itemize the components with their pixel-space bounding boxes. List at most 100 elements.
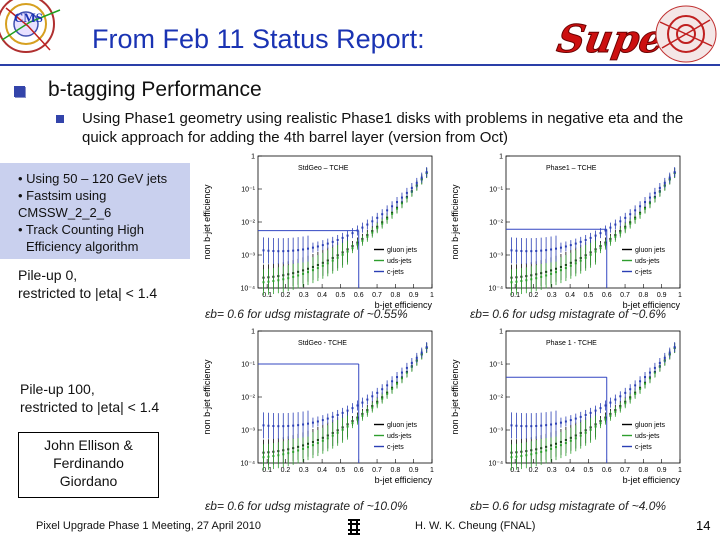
- uds-curve-point: [579, 259, 582, 262]
- uds-curve-point: [634, 392, 637, 395]
- y-tick-label: 10⁻¹: [241, 187, 255, 194]
- c-curve-point: [569, 419, 572, 422]
- uds-curve-point: [525, 454, 528, 457]
- c-curve-point: [663, 181, 666, 184]
- x-tick-label: 0.6: [602, 467, 612, 474]
- legend-entry: c-jets: [387, 444, 404, 451]
- uds-curve-point: [396, 207, 399, 210]
- x-tick-label: 0.2: [281, 467, 291, 474]
- uds-curve-point: [371, 406, 374, 409]
- c-curve-point: [584, 238, 587, 241]
- c-curve-point: [604, 404, 607, 407]
- c-curve-point: [371, 395, 374, 398]
- c-curve-point: [272, 425, 275, 428]
- uds-curve-point: [545, 274, 548, 277]
- c-curve-point: [520, 425, 523, 428]
- x-tick-label: 0.2: [529, 292, 539, 299]
- footer-meeting: Pixel Upgrade Phase 1 Meeting, 27 April …: [36, 520, 262, 532]
- uds-curve-point: [515, 280, 518, 283]
- page-number: 14: [696, 518, 711, 533]
- c-curve-point: [351, 232, 354, 235]
- fermilab-logo-icon: [348, 519, 360, 535]
- c-curve-point: [564, 420, 567, 423]
- x-tick-label: 0.8: [391, 292, 401, 299]
- uds-curve-point: [545, 449, 548, 452]
- uds-curve-point: [525, 279, 528, 282]
- uds-curve-point: [614, 410, 617, 413]
- uds-curve-point: [316, 442, 319, 445]
- uds-curve-point: [559, 269, 562, 272]
- uds-curve-point: [272, 280, 275, 283]
- c-curve-point: [311, 421, 314, 424]
- uds-curve-point: [535, 452, 538, 455]
- uds-curve-point: [307, 446, 310, 449]
- x-axis-label: b-jet efficiency: [623, 300, 681, 310]
- uds-curve-point: [619, 406, 622, 409]
- x-tick-label: 0.8: [639, 467, 649, 474]
- x-tick-label: 0.5: [336, 467, 346, 474]
- uds-curve-point: [609, 239, 612, 242]
- legend-entry: gluon jets: [387, 422, 417, 429]
- c-curve-point: [540, 249, 543, 252]
- slide-title: From Feb 11 Status Report:: [92, 24, 425, 54]
- uds-curve-point: [351, 247, 354, 250]
- legend-entry: c-jets: [387, 269, 404, 276]
- c-curve-point: [634, 209, 637, 212]
- c-curve-point: [648, 371, 651, 374]
- uds-curve-point: [326, 262, 329, 265]
- c-curve-point: [326, 242, 329, 245]
- x-axis-label: b-jet efficiency: [375, 475, 433, 485]
- uds-curve-point: [326, 437, 329, 440]
- c-curve-point: [540, 424, 543, 427]
- uds-curve-point: [336, 256, 339, 259]
- uds-curve-point: [331, 434, 334, 437]
- plot-frame: [505, 330, 681, 464]
- plot-title: StdGeo – TCHE: [298, 165, 349, 172]
- x-tick-label: 1: [430, 292, 434, 299]
- info-line: • Fastsim using: [18, 188, 107, 203]
- c-curve-point: [371, 220, 374, 223]
- plot-title: StdGeo - TCHE: [298, 340, 347, 347]
- c-curve-point: [569, 244, 572, 247]
- uds-curve-point: [262, 456, 265, 459]
- uds-curve-point: [386, 217, 389, 220]
- y-tick-label: 10⁻³: [241, 428, 255, 435]
- uds-curve-point: [302, 272, 305, 275]
- x-tick-label: 0.9: [409, 292, 419, 299]
- c-curve-point: [535, 249, 538, 252]
- c-curve-point: [599, 407, 602, 410]
- c-curve-point: [658, 187, 661, 190]
- caption-plot-1: εb= 0.6 for udsg mistagrate of ~0.55%: [205, 307, 408, 321]
- c-curve-point: [629, 388, 632, 391]
- c-curve-point: [525, 425, 528, 428]
- uds-curve-point: [634, 217, 637, 220]
- uds-curve-point: [644, 382, 647, 385]
- uds-curve-point: [579, 434, 582, 437]
- c-curve-point: [589, 236, 592, 239]
- uds-curve-point: [391, 212, 394, 215]
- y-tick-label: 1: [251, 329, 255, 336]
- x-tick-label: 0.6: [354, 467, 364, 474]
- c-curve-point: [619, 395, 622, 398]
- info-line: • Using 50 – 120 GeV jets: [18, 171, 168, 186]
- x-tick-label: 0.5: [584, 292, 594, 299]
- legend-entry: uds-jets: [387, 258, 412, 265]
- uds-curve-point: [530, 453, 533, 456]
- c-curve-point: [336, 413, 339, 416]
- uds-curve-point: [307, 271, 310, 274]
- c-curve-point: [400, 371, 403, 374]
- c-curve-point: [366, 398, 369, 401]
- uds-curve-point: [555, 271, 558, 274]
- c-curve-point: [415, 181, 418, 184]
- uds-curve-point: [331, 259, 334, 262]
- c-curve-point: [400, 196, 403, 199]
- uds-curve-point: [599, 422, 602, 425]
- uds-curve-point: [609, 414, 612, 417]
- c-curve-point: [653, 366, 656, 369]
- cms-logo-text: CMS: [14, 10, 43, 25]
- c-curve-point: [282, 250, 285, 253]
- c-curve-point: [639, 380, 642, 383]
- uds-curve-point: [346, 250, 349, 253]
- c-curve-point: [277, 425, 280, 428]
- x-tick-label: 0.6: [602, 292, 612, 299]
